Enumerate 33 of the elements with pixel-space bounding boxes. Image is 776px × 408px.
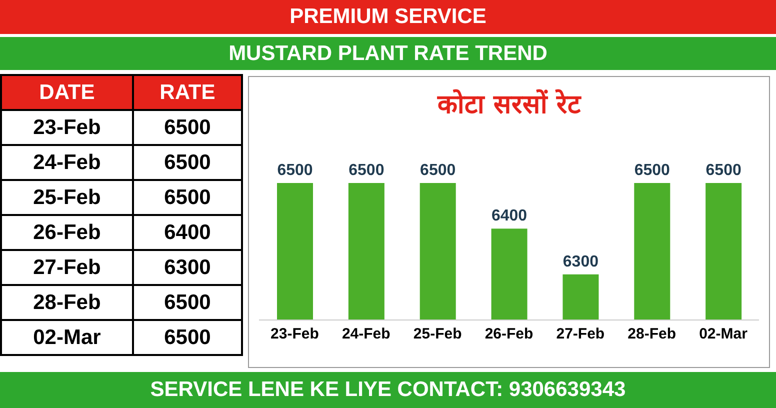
category-label: 24-Feb [1, 145, 133, 180]
text: 6500 [164, 116, 211, 138]
category-label: 23-Feb [1, 110, 133, 145]
text: SERVICE LENE KE LIYE CONTACT: 9306639343 [0, 372, 776, 408]
x-tick-label: 24-Feb [342, 326, 390, 343]
text: 6500 [164, 186, 211, 208]
text: RATE [132, 75, 242, 110]
category-label: 26-Feb [1, 215, 133, 250]
text: 6500 [164, 290, 211, 314]
data-label: 6300 [562, 253, 599, 270]
text: 6500 [164, 150, 211, 174]
category-label: 25-Feb [1, 180, 133, 215]
data-label: 6500 [420, 162, 456, 179]
text: MUSTARD PLANT RATE TREND [0, 37, 776, 70]
text: 6500 [164, 326, 211, 348]
x-tick-label: 26-Feb [484, 326, 534, 343]
x-tick-label: 25-Feb [413, 326, 462, 343]
x-tick-label: 23-Feb [270, 326, 319, 343]
category-label: 28-Feb [1, 285, 133, 320]
data-label: 6500 [706, 162, 742, 179]
data-label: 6400 [491, 208, 528, 225]
chart-title: कोटा सरसों रेट [436, 88, 582, 121]
category-label: 27-Feb [1, 250, 133, 285]
text: PREMIUM SERVICE [0, 0, 776, 34]
text: DATE [1, 75, 133, 110]
x-tick-label: 27-Feb [556, 326, 605, 343]
data-label: 6500 [348, 162, 384, 179]
data-label: 6500 [634, 162, 670, 179]
text: 6400 [164, 220, 211, 244]
data-label: 6500 [277, 162, 313, 179]
text: 6300 [164, 256, 211, 278]
x-tick-label: 02-Mar [699, 326, 748, 343]
x-tick-label: 28-Feb [628, 326, 676, 343]
